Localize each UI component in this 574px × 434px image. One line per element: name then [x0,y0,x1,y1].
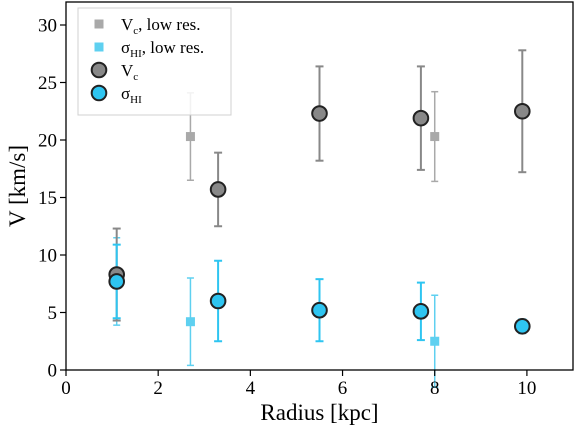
x-tick-label: 4 [246,378,256,399]
y-axis-ticks: 0 5 10 15 20 25 30 [38,16,66,382]
y-tick-label: 5 [48,303,58,324]
data-point [412,109,430,127]
legend-marker [94,19,104,29]
y-axis-label: V [km/s] [5,145,30,227]
y-tick-label: 30 [38,16,57,37]
legend-label: σHI [121,84,142,106]
legend-marker [90,84,108,102]
data-point [209,292,227,310]
x-tick-label: 8 [430,378,440,399]
y-tick-label: 0 [48,361,58,382]
data-point [514,318,531,335]
legend-label: σHI, low res. [121,38,204,60]
data-point [185,317,195,327]
data-point [412,303,430,320]
markers-layer [108,102,531,346]
data-point [311,105,328,122]
x-tick-label: 6 [338,378,348,399]
y-tick-label: 15 [38,188,57,209]
y-tick-label: 20 [38,131,57,152]
x-axis-ticks: 0 2 4 6 8 10 [61,370,536,399]
data-point [108,273,125,290]
y-tick-label: 25 [38,73,57,94]
legend-label: Vc, low res. [121,15,201,37]
x-axis-label: Radius [kpc] [260,400,378,425]
x-tick-label: 10 [517,378,536,399]
x-tick-label: 0 [61,378,71,399]
legend-marker [94,42,104,52]
x-tick-label: 2 [153,378,163,399]
legend-marker [90,61,108,79]
y-tick-label: 10 [38,246,57,267]
data-point [311,301,328,319]
data-point [514,102,531,120]
data-point [430,132,440,142]
data-point [430,336,440,346]
data-point [209,181,227,198]
data-point [185,132,195,142]
legend-label: Vc [121,61,138,83]
plot-frame [65,1,574,371]
